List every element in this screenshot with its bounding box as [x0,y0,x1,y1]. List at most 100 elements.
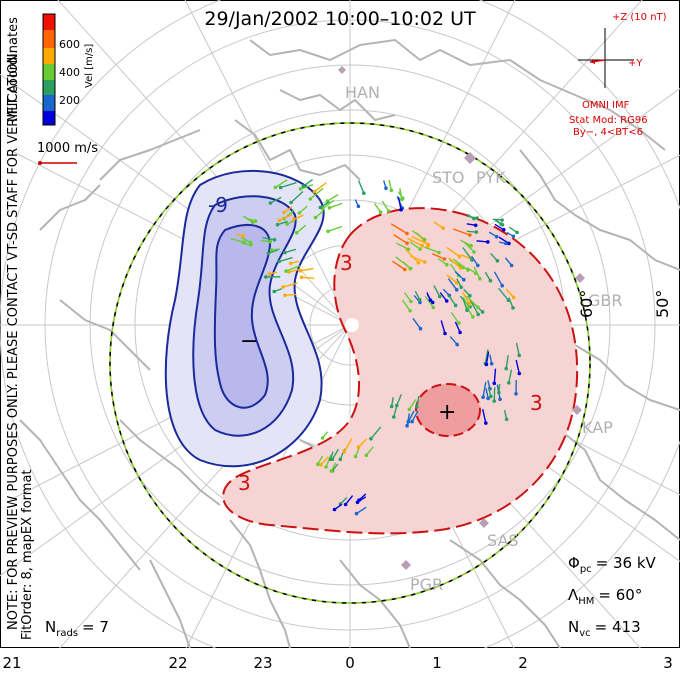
velocity-vector-origin-13 [318,205,323,210]
velocity-vector-origin-85 [476,312,481,317]
velocity-vector-47 [396,242,409,250]
station-marker-sas [479,518,489,528]
velocity-vector-origin-157 [384,186,388,190]
velocity-vector-58 [390,223,408,235]
velocity-vector-origin-65 [437,250,441,255]
velocity-vector-origin-46 [403,267,407,272]
velocity-vector-origin-61 [426,244,430,248]
velocity-vector-46 [392,260,406,271]
velocity-vector-origin-21 [277,218,282,223]
station-marker-kap [572,405,582,415]
velocity-vector-origin-163 [400,197,404,202]
velocity-vector-1 [300,184,314,190]
velocity-vector-origin-70 [471,315,475,319]
velocity-vector-origin-25 [277,259,282,264]
velocity-vector-5 [296,224,307,234]
velocity-vector-116 [515,342,520,356]
velocity-vector-origin-101 [408,309,412,313]
velocity-vector-origin-108 [428,298,433,303]
velocity-vector-origin-170 [500,223,505,227]
velocity-vector-origin-98 [443,331,447,336]
velocity-vector-origin-40 [241,234,245,238]
lat-label-50: 50° [653,290,672,318]
velocity-vector-68 [452,258,469,271]
velocity-vector-origin-110 [481,395,485,400]
velocity-vector-origin-38 [268,239,273,244]
velocity-vector-origin-0 [297,211,302,215]
velocity-vector-98 [440,320,446,334]
velocity-vector-65 [424,246,440,254]
velocity-vector-origin-124 [489,361,494,366]
velocity-vector-origin-34 [298,269,303,273]
mlt-tick-3: 3 [663,654,673,672]
velocity-vector-21 [279,214,293,222]
velocity-vector-96 [462,298,468,311]
velocity-vector-135 [407,410,415,423]
velocity-vector-50 [404,248,419,264]
velocity-vector-origin-176 [507,241,511,246]
velocity-vector-origin-50 [416,260,421,265]
velocity-vector-126 [493,368,497,384]
colorbar-tick-600: 600 [59,38,80,51]
velocity-vector-origin-82 [454,288,459,292]
velocity-vector-66 [393,234,408,244]
velocity-vector-origin-64 [445,262,449,267]
mlt-axis: 21 22 23 0 1 2 3 [2,654,672,672]
station-label-sto: STO [432,168,465,187]
velocity-vector-90 [462,292,470,304]
station-labels: HAN STO PYK GBR KAP SAS PGR [345,83,623,594]
velocity-vector-origin-169 [486,240,490,244]
imf-clock: +Z (10 nT) +Y OMNI IMF Stat Mod: RG96 By… [569,12,667,138]
velocity-vector-88 [470,255,479,266]
velocity-vector-152 [345,495,354,505]
imf-condition: By−, 4<BT<6 [573,127,643,138]
velocity-vector-117 [515,359,520,374]
mlt-tick-1: 1 [432,654,442,672]
velocity-vector-76 [497,287,509,301]
velocity-vector-95 [433,285,441,297]
velocity-vector-origin-86 [476,305,480,310]
velocity-vector-33 [284,293,297,296]
velocity-vector-origin-102 [453,303,458,308]
velocity-vector-origin-39 [272,238,277,242]
velocity-vector-origin-142 [320,436,325,440]
velocity-vector-82 [447,278,458,291]
velocity-vector-origin-27 [267,272,272,276]
velocity-vector-130 [411,410,419,422]
velocity-vector-81 [462,247,473,261]
velocity-vector-origin-80 [459,285,464,290]
velocity-vector-origin-134 [389,404,394,409]
positive-contour-label-1: 3 [340,251,353,275]
velocity-vector-origin-6 [308,197,313,201]
velocity-vector-origin-22 [272,289,277,294]
velocity-vector-origin-146 [353,454,358,459]
velocity-vector-origin-179 [474,230,479,234]
velocity-vector-origin-164 [399,207,403,212]
velocity-vector-origin-117 [517,371,522,376]
velocity-vector-origin-151 [354,511,359,516]
station-marker-gbr [575,273,585,283]
velocity-vector-origin-136 [364,453,369,458]
velocity-vector-91 [448,257,462,269]
reference-vector-label: 1000 m/s [37,141,98,156]
velocity-vector-74 [454,270,465,281]
mlt-tick-2: 2 [518,654,528,672]
velocity-vector-origin-14 [312,189,317,194]
velocity-vector-15 [327,225,343,232]
velocity-vector-75 [473,266,481,280]
velocity-vector-origin-33 [283,293,287,298]
station-label-han: HAN [345,83,380,102]
mlt-tick-23: 23 [253,654,272,672]
velocity-vector-origin-114 [492,399,497,403]
negative-contour-label: -9 [208,193,228,217]
velocity-vector-origin-104 [458,330,462,335]
velocity-vector-origin-88 [476,263,480,268]
stats-panel: Φpc = 36 kV ΛHM = 60° Nvc = 413 Nrads = 7 [45,554,657,639]
velocity-vector-138 [320,456,329,466]
velocity-vector-origin-19 [327,206,332,210]
velocity-vector-origin-106 [430,300,435,305]
velocity-vector-131 [408,399,417,410]
coords-label: MLT coordinates [6,17,21,122]
velocity-vector-origin-123 [514,392,518,396]
